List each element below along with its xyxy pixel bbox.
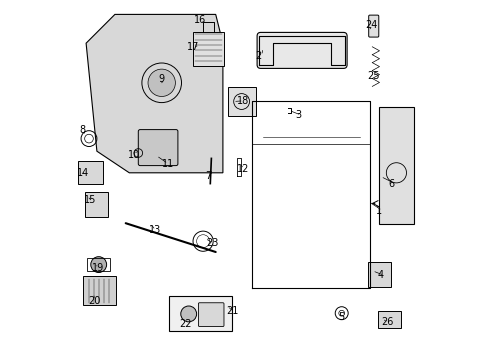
Text: 11: 11 bbox=[162, 159, 174, 169]
FancyBboxPatch shape bbox=[367, 262, 390, 287]
Text: 24: 24 bbox=[365, 20, 377, 30]
FancyBboxPatch shape bbox=[193, 32, 223, 66]
Text: 13: 13 bbox=[149, 225, 161, 235]
FancyBboxPatch shape bbox=[169, 296, 231, 331]
Text: 7: 7 bbox=[204, 171, 211, 181]
Text: 14: 14 bbox=[77, 168, 89, 178]
FancyBboxPatch shape bbox=[82, 276, 116, 305]
Text: 22: 22 bbox=[179, 319, 192, 329]
Text: 23: 23 bbox=[206, 238, 219, 248]
Text: 17: 17 bbox=[186, 42, 199, 52]
Text: 2: 2 bbox=[255, 51, 261, 61]
Text: 6: 6 bbox=[387, 179, 394, 189]
Text: 9: 9 bbox=[158, 74, 164, 84]
Text: 1: 1 bbox=[375, 206, 381, 216]
Text: 12: 12 bbox=[237, 164, 249, 174]
Text: 8: 8 bbox=[79, 125, 85, 135]
FancyBboxPatch shape bbox=[257, 32, 346, 68]
Circle shape bbox=[181, 306, 196, 322]
Text: 15: 15 bbox=[84, 195, 97, 205]
Text: 16: 16 bbox=[194, 15, 206, 25]
Polygon shape bbox=[86, 14, 223, 173]
Text: 21: 21 bbox=[226, 306, 238, 316]
Text: 4: 4 bbox=[377, 270, 383, 280]
Text: 5: 5 bbox=[337, 312, 344, 322]
Circle shape bbox=[148, 69, 175, 96]
Circle shape bbox=[91, 257, 106, 273]
Text: 19: 19 bbox=[91, 263, 103, 273]
FancyBboxPatch shape bbox=[198, 303, 224, 327]
FancyBboxPatch shape bbox=[368, 15, 378, 37]
FancyBboxPatch shape bbox=[227, 87, 256, 116]
FancyBboxPatch shape bbox=[378, 107, 413, 224]
Text: 3: 3 bbox=[294, 110, 301, 120]
Text: 25: 25 bbox=[366, 71, 379, 81]
FancyBboxPatch shape bbox=[138, 130, 178, 166]
FancyBboxPatch shape bbox=[85, 192, 108, 217]
FancyBboxPatch shape bbox=[78, 161, 103, 184]
Text: 26: 26 bbox=[381, 317, 393, 327]
Text: 10: 10 bbox=[127, 150, 140, 160]
Text: 20: 20 bbox=[88, 296, 100, 306]
FancyBboxPatch shape bbox=[377, 311, 400, 328]
Text: 18: 18 bbox=[237, 96, 249, 106]
